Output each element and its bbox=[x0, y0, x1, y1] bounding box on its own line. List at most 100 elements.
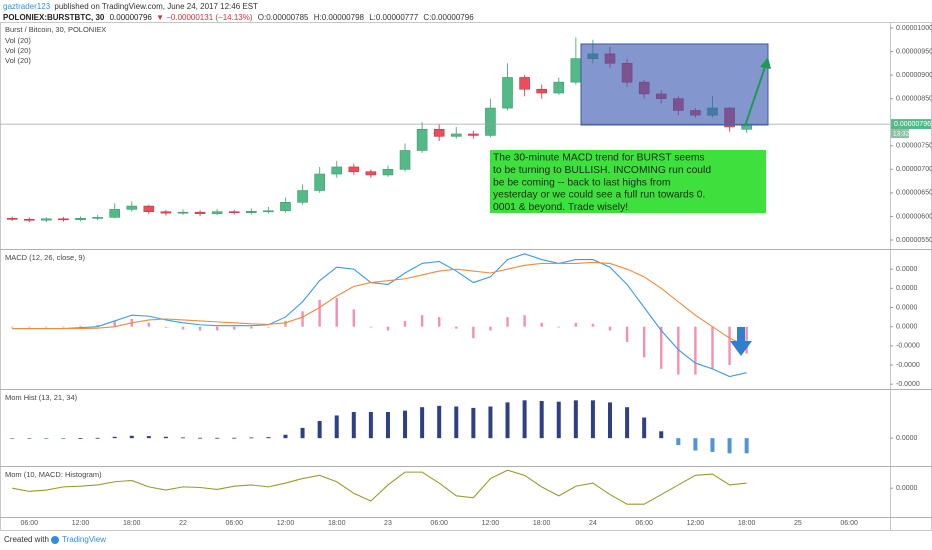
momentum-bar bbox=[300, 427, 305, 439]
momentum-bar bbox=[437, 405, 442, 439]
pane: 0.00001000 0.00000950 0.00000900 0.00000850… bbox=[0, 25, 932, 244]
histogram-bar bbox=[335, 297, 338, 327]
y-tick-label: 0.0000 bbox=[896, 285, 918, 292]
momentum-bar bbox=[44, 438, 49, 439]
histogram-bar bbox=[660, 326, 663, 369]
y-tick-label: 0.00000850 bbox=[896, 95, 932, 102]
note-text: be be coming -- back to last highs from bbox=[493, 177, 670, 188]
y-tick-label: -0.0000 bbox=[896, 362, 920, 369]
candle-body bbox=[126, 205, 138, 210]
candle-body bbox=[502, 77, 513, 109]
momentum-bar bbox=[625, 407, 630, 439]
y-tick-label: 0.00000700 bbox=[896, 166, 932, 173]
note-text: The 30-minute MACD trend for BURST seems bbox=[493, 153, 705, 164]
candle-body bbox=[263, 210, 274, 213]
momentum-bar bbox=[505, 402, 510, 439]
momentum-bar bbox=[744, 438, 749, 454]
note-box bbox=[490, 150, 766, 213]
candle-body bbox=[365, 171, 377, 176]
momentum-bar bbox=[61, 438, 66, 439]
x-tick-label: 18:00 bbox=[123, 520, 141, 527]
header-line-2: POLONIEX:BURSTBTC, 30 0.00000796 ▼ −0.00… bbox=[3, 13, 474, 22]
momentum-bar bbox=[727, 438, 732, 454]
histogram-bar bbox=[557, 326, 560, 328]
published: published on TradingView.com, June 24, 2… bbox=[54, 2, 258, 11]
momentum-bar bbox=[488, 406, 493, 439]
momentum-bar bbox=[351, 412, 356, 439]
candle-body bbox=[211, 211, 223, 214]
momentum-bar bbox=[642, 417, 647, 439]
price-tag bbox=[891, 119, 931, 130]
momentum-bar bbox=[471, 407, 476, 439]
y-tick-label: -0.0000 bbox=[896, 343, 920, 350]
note-text: to be turning to BULLISH. INCOMING run c… bbox=[493, 165, 711, 176]
indicator-line bbox=[12, 469, 747, 505]
symbol: POLONIEX:BURSTBTC, 30 bbox=[3, 13, 105, 22]
histogram-bar bbox=[455, 326, 458, 329]
momentum-bar bbox=[249, 437, 254, 439]
note-text: 0001 & beyond. Trade wisely! bbox=[493, 202, 628, 213]
momentum-bar bbox=[317, 420, 322, 439]
y-tick-label: 0.00000900 bbox=[896, 72, 932, 79]
momentum-bar bbox=[590, 400, 595, 439]
note-text: yesterday or we could see a full run tow… bbox=[493, 190, 705, 201]
candle-body bbox=[433, 128, 445, 137]
ohlc-close: C:0.00000796 bbox=[423, 13, 474, 22]
histogram-bar bbox=[591, 323, 595, 327]
histogram-bar bbox=[113, 320, 116, 327]
histogram-bar bbox=[215, 326, 219, 331]
candle-body bbox=[6, 218, 18, 220]
candle-body bbox=[348, 166, 360, 172]
histogram-bar bbox=[198, 326, 202, 331]
y-tick-label: 0.00000950 bbox=[896, 48, 932, 55]
last-price: 0.00000796 bbox=[110, 13, 153, 22]
candle-body bbox=[314, 173, 325, 191]
candle-body bbox=[160, 211, 172, 214]
momentum-bar bbox=[710, 438, 715, 452]
footer: Created with TradingView bbox=[4, 535, 106, 544]
histogram-bar bbox=[438, 317, 441, 327]
candle-body bbox=[280, 202, 291, 212]
study-label: Vol (20) bbox=[5, 36, 31, 45]
histogram-bar bbox=[403, 320, 407, 327]
momentum-bar bbox=[78, 438, 83, 439]
study-label: Vol (20) bbox=[5, 56, 31, 65]
momentum-bar bbox=[129, 435, 134, 439]
countdown-tag bbox=[891, 129, 909, 139]
histogram-bar bbox=[318, 299, 321, 327]
x-tick-label: 25 bbox=[794, 520, 802, 527]
pane: 0.0000 Mom Hist (13, 21, 34) bbox=[5, 393, 918, 454]
candle-body bbox=[553, 81, 565, 94]
candle-body bbox=[143, 205, 155, 213]
y-tick-label: 0.00000750 bbox=[896, 143, 932, 150]
footer-created: Created with bbox=[4, 535, 49, 544]
x-tick-label: 12:00 bbox=[277, 520, 295, 527]
histogram-bar bbox=[284, 320, 287, 327]
candle-body bbox=[194, 211, 206, 214]
momentum-bar bbox=[283, 434, 288, 439]
candle-body bbox=[246, 210, 257, 213]
candle-body bbox=[450, 133, 462, 137]
histogram-bar bbox=[642, 326, 646, 358]
histogram-bar bbox=[711, 326, 714, 369]
momentum-bar bbox=[693, 438, 698, 451]
histogram-bar bbox=[625, 326, 629, 342]
momentum-bar bbox=[198, 437, 203, 439]
arrow-down-head bbox=[730, 341, 752, 356]
histogram-bar bbox=[250, 326, 253, 329]
momentum-bar bbox=[232, 437, 237, 439]
histogram-bar bbox=[574, 322, 578, 327]
y-tick-label: 0.0000 bbox=[896, 304, 918, 311]
momentum-bar bbox=[181, 437, 185, 439]
x-tick-label: 06:00 bbox=[840, 520, 858, 527]
y-tick-label: -0.0000 bbox=[896, 381, 920, 388]
histogram-bar bbox=[267, 326, 270, 328]
y-tick-label: 0.00000600 bbox=[896, 213, 932, 220]
x-tick-label: 06:00 bbox=[21, 520, 39, 527]
indicator-line bbox=[12, 253, 747, 378]
histogram-bar bbox=[96, 325, 99, 327]
histogram-bar bbox=[608, 326, 612, 331]
candle-body bbox=[92, 217, 103, 219]
ohlc-low: L:0.00000777 bbox=[369, 13, 418, 22]
candle-body bbox=[23, 218, 35, 221]
